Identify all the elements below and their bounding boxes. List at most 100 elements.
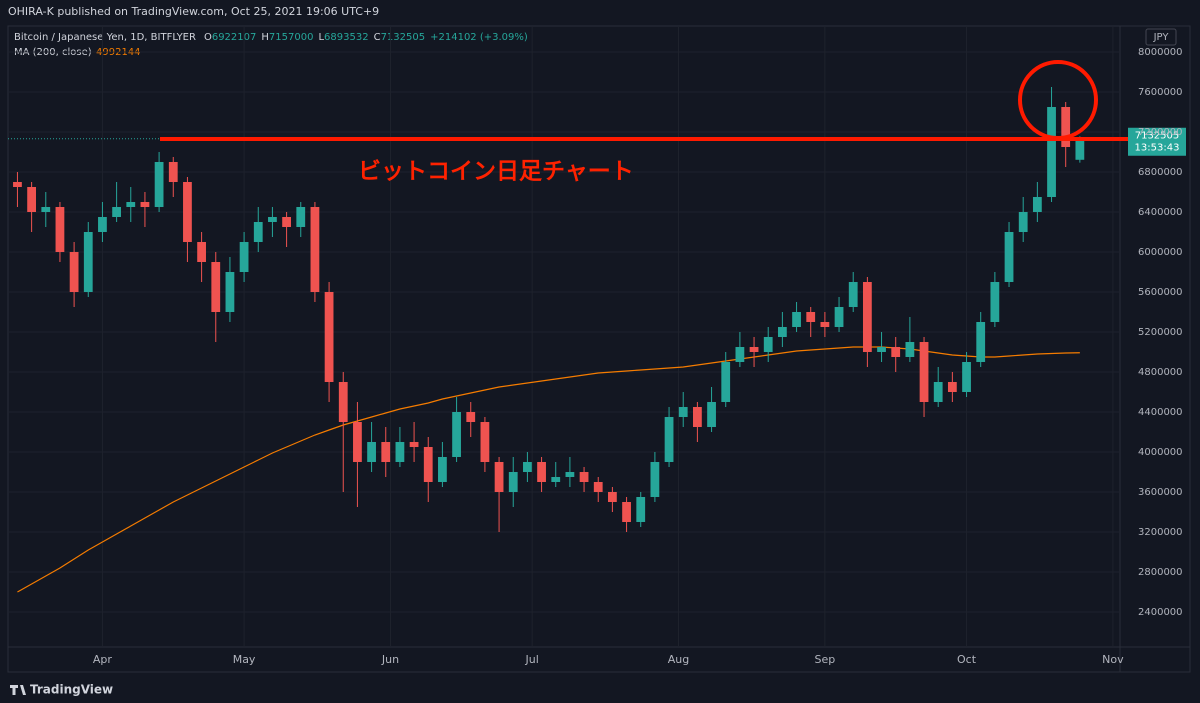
candle-body xyxy=(593,482,603,492)
candle-body xyxy=(98,217,107,232)
candle-body xyxy=(693,407,702,427)
candle-body xyxy=(947,382,957,392)
currency: JPY xyxy=(1153,32,1170,43)
candle-body xyxy=(494,462,504,492)
candle-body xyxy=(282,217,291,227)
y-tick-label: 4800000 xyxy=(1138,367,1183,378)
candle-body xyxy=(423,447,433,482)
y-tick-label: 6000000 xyxy=(1138,247,1183,258)
y-tick-label: 7200000 xyxy=(1138,127,1183,138)
x-tick-label: Jun xyxy=(381,653,399,666)
candle-body xyxy=(211,262,221,312)
y-tick-label: 3600000 xyxy=(1138,487,1183,498)
candle-body xyxy=(438,457,447,482)
candle-body xyxy=(296,207,306,227)
candle-body xyxy=(834,307,844,327)
candle-body xyxy=(27,187,37,212)
candle-body xyxy=(466,412,476,422)
ohlc-key: O xyxy=(204,32,212,43)
annotation: ビットコイン日足チャート xyxy=(358,159,634,185)
y-tick-label: 4400000 xyxy=(1138,407,1183,418)
price-tag-countdown: 13:53:43 xyxy=(1135,143,1180,154)
candle-body xyxy=(409,442,419,447)
candle-body xyxy=(367,442,376,462)
x-tick-label: Oct xyxy=(957,653,977,666)
candle-body xyxy=(338,382,348,422)
candle-body xyxy=(763,337,773,352)
frame xyxy=(7,25,1191,673)
candle-body xyxy=(862,282,872,352)
candle-body xyxy=(735,347,745,362)
currency-box xyxy=(1145,28,1177,46)
y-tick-label: 7600000 xyxy=(1138,87,1183,98)
brand: TradingView xyxy=(30,683,113,697)
candle-body xyxy=(1018,212,1028,232)
candle-body xyxy=(395,442,405,462)
ohlc-key: H xyxy=(261,32,269,43)
candle-body xyxy=(820,322,830,327)
ohlc-key: L xyxy=(318,32,324,43)
ma-line xyxy=(17,346,1080,593)
candle-body xyxy=(749,347,759,352)
candle-body xyxy=(565,472,575,477)
y-tick-label: 8000000 xyxy=(1138,47,1183,58)
price-tag-box xyxy=(1128,127,1186,156)
candle-body xyxy=(83,232,93,292)
candle-body xyxy=(1047,107,1056,197)
candle-body xyxy=(962,362,971,392)
candle-body xyxy=(551,477,561,482)
candle-body xyxy=(523,462,532,472)
candle-body xyxy=(508,472,518,492)
candle-body xyxy=(976,322,986,362)
x-tick-label: Nov xyxy=(1102,653,1124,666)
candle-body xyxy=(140,202,150,207)
candle-body xyxy=(1032,197,1042,212)
x-tick-label: Sep xyxy=(815,653,836,666)
candle-body xyxy=(579,472,589,482)
candle-body xyxy=(636,497,646,522)
candle-body xyxy=(608,492,617,502)
candle-body xyxy=(664,417,674,462)
candle-body xyxy=(919,342,929,402)
candle-body xyxy=(678,407,688,417)
candle-body xyxy=(990,282,1000,322)
highlight-circle xyxy=(1018,60,1098,140)
ohlc-value: 7132505 xyxy=(381,32,426,43)
candle-body xyxy=(1004,232,1014,282)
ohlc-value: 6893532 xyxy=(324,32,369,43)
x-tick-label: May xyxy=(233,653,256,666)
candle-body xyxy=(324,292,334,382)
candle-body xyxy=(877,347,886,352)
x-tick-label: Apr xyxy=(93,653,113,666)
candle-body xyxy=(537,462,546,482)
candle-body xyxy=(792,312,801,327)
candle-body xyxy=(41,207,51,212)
x-tick-label: Aug xyxy=(668,653,689,666)
plot-area xyxy=(8,26,1132,647)
candle-body xyxy=(239,242,249,272)
ohlc-value: 6922107 xyxy=(212,32,257,43)
candle-body xyxy=(381,442,391,462)
y-tick-label: 6800000 xyxy=(1138,167,1183,178)
candle-body xyxy=(197,242,206,262)
candle-body xyxy=(891,347,901,357)
candle-body xyxy=(1061,107,1071,147)
logo xyxy=(10,685,26,695)
candle-body xyxy=(777,327,787,337)
candle-body xyxy=(183,182,192,242)
candle-body xyxy=(69,252,79,292)
change: +214102 (+3.09%) xyxy=(430,32,528,43)
ohlc-key: C xyxy=(374,32,381,43)
candle-body xyxy=(353,422,362,462)
candle-body xyxy=(13,182,22,187)
y-tick-label: 5200000 xyxy=(1138,327,1183,338)
y-tick-label: 3200000 xyxy=(1138,527,1183,538)
candle-body xyxy=(452,412,461,457)
y-tick-label: 2400000 xyxy=(1138,607,1183,618)
candle-body xyxy=(806,312,816,322)
candle-body xyxy=(707,402,716,427)
candle-body xyxy=(933,382,943,402)
y-tick-label: 5600000 xyxy=(1138,287,1183,298)
candle-body xyxy=(721,362,731,402)
